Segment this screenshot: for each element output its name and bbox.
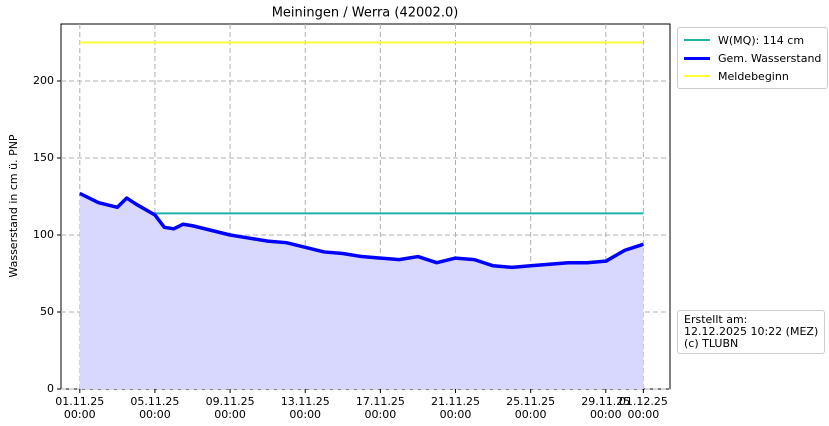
x-tick-label: 17.11.25 00:00: [355, 395, 405, 421]
legend-label: Gem. Wasserstand: [718, 51, 822, 65]
x-tick-label: 13.11.25 00:00: [280, 395, 330, 421]
legend-item: Meldebeginn: [684, 67, 821, 85]
y-tick-label: 150: [33, 151, 54, 164]
x-tick-label: 21.11.25 00:00: [431, 395, 480, 421]
x-tick-label: 01.12.25 00:00: [618, 395, 668, 421]
legend-item: W(MQ): 114 cm: [684, 31, 821, 49]
x-tick-label: 29.11.25 00:00: [581, 395, 631, 421]
annotation: Erstellt am: 12.12.2025 10:22 (MEZ) (c) …: [677, 310, 826, 354]
legend-label: W(MQ): 114 cm: [718, 33, 805, 47]
legend-label: Meldebeginn: [718, 69, 789, 83]
legend: W(MQ): 114 cm Gem. Wasserstand Meldebeginn: [677, 27, 829, 89]
legend-item: Gem. Wasserstand: [684, 49, 821, 67]
y-axis-label: Wasserstand in cm ü. PNP: [7, 134, 20, 278]
chart-title: Meiningen / Werra (42002.0): [272, 6, 459, 21]
x-tick-label: 25.11.25 00:00: [506, 395, 556, 421]
legend-swatch: [684, 39, 710, 41]
y-tick-label: 100: [33, 228, 54, 241]
series-line: [79, 191, 644, 270]
y-tick-label: 50: [40, 305, 54, 318]
legend-swatch: [684, 56, 710, 60]
legend-swatch: [684, 75, 710, 77]
y-tick-label: 0: [47, 382, 54, 395]
x-tick-label: 05.11.25 00:00: [130, 395, 180, 421]
y-tick-label: 200: [33, 74, 54, 87]
x-tick-label: 09.11.25 00:00: [205, 395, 255, 421]
area: [79, 193, 644, 389]
x-tick-label: 01.11.25 00:00: [55, 395, 105, 421]
